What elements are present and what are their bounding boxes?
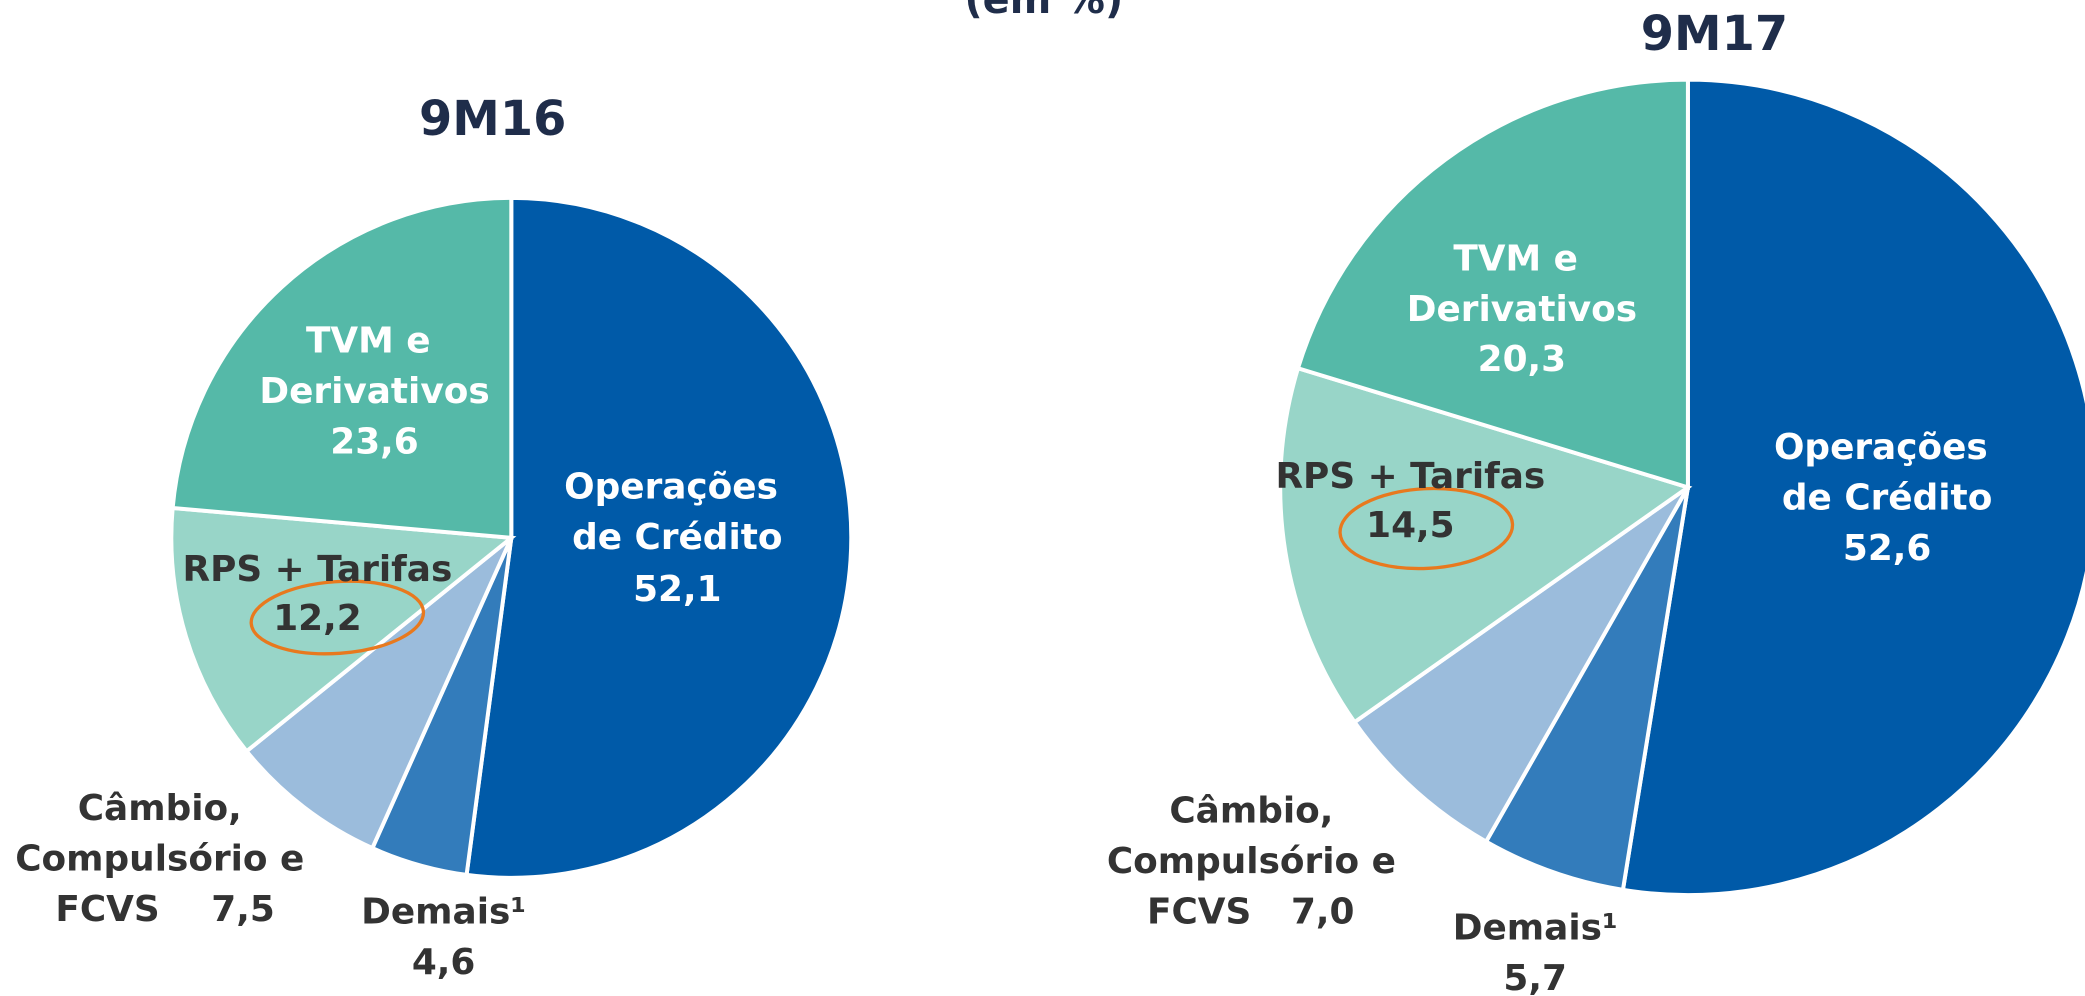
value-label: 23,6 bbox=[330, 422, 418, 463]
highlight-circle bbox=[1338, 486, 1515, 571]
slice-label: Operações de Crédito bbox=[564, 467, 790, 558]
value-label: 12,2 bbox=[273, 598, 361, 639]
value-label: 4,6 bbox=[412, 942, 475, 983]
pies bbox=[169, 77, 2085, 898]
slice-label: TVM e Derivativos bbox=[1407, 238, 1637, 329]
slice-label: Câmbio, Compulsório e FCVS bbox=[1107, 791, 1409, 933]
value-label: 14,5 bbox=[1366, 505, 1454, 546]
pie-slice bbox=[1351, 485, 1690, 845]
pie-slice bbox=[464, 195, 854, 880]
slice-label: Demais¹ bbox=[361, 892, 526, 933]
value-label: 20,3 bbox=[1478, 339, 1566, 380]
slice-label: Câmbio, Compulsório e FCVS bbox=[15, 788, 317, 930]
value-label: 52,1 bbox=[633, 569, 721, 610]
pie-slice bbox=[243, 536, 514, 851]
value-label: 7,5 bbox=[211, 889, 275, 930]
slice-label: Operações de Crédito bbox=[1774, 427, 2000, 518]
pie-slice bbox=[1483, 486, 1690, 893]
pie-slice bbox=[1295, 77, 1690, 491]
value-label: 7,0 bbox=[1291, 892, 1355, 933]
pie-slice bbox=[169, 505, 517, 755]
chart-title: 9M16 bbox=[419, 92, 566, 147]
slice-label: TVM e Derivativos bbox=[259, 321, 489, 412]
slice-label: RPS + Tarifas bbox=[1275, 456, 1545, 497]
value-label: 5,7 bbox=[1503, 958, 1567, 996]
chart-title: 9M17 bbox=[1641, 7, 1788, 62]
pie-slice bbox=[1620, 77, 2085, 898]
slice-label: Demais¹ bbox=[1453, 908, 1618, 949]
pie-slice bbox=[170, 195, 514, 541]
chart-subtitle: (em %) bbox=[964, 0, 1123, 23]
highlight-circle bbox=[249, 579, 426, 656]
value-label: 52,6 bbox=[1843, 528, 1931, 569]
slice-label: RPS + Tarifas bbox=[183, 549, 453, 590]
